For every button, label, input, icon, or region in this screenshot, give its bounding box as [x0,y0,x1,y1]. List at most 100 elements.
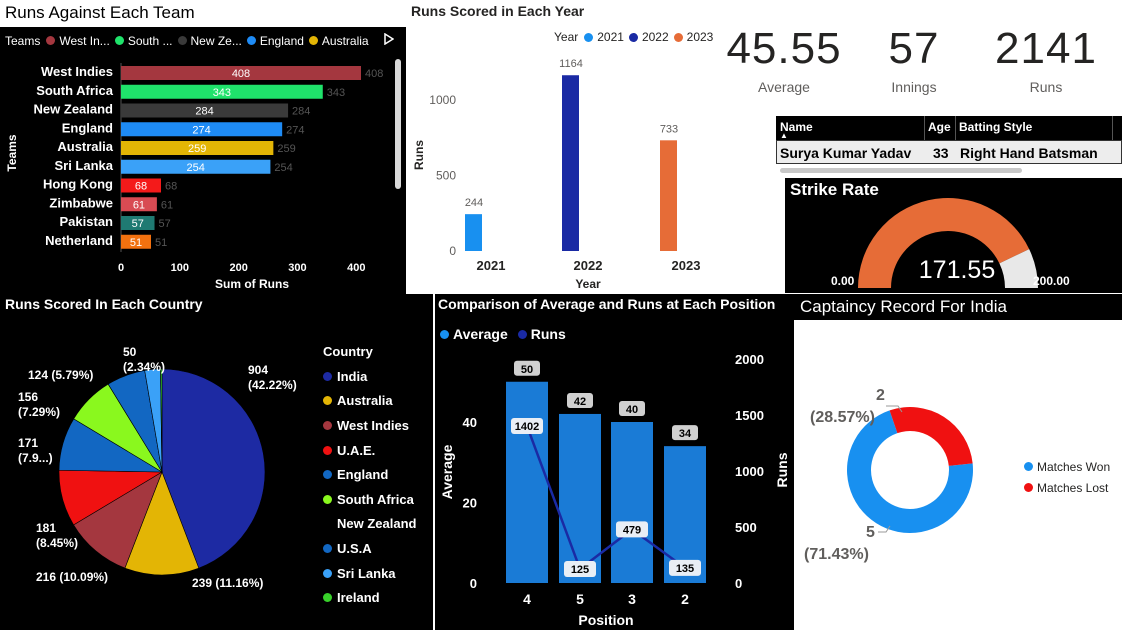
table-row[interactable]: Surya Kumar Yadav 33 Right Hand Batsman [776,140,1122,164]
cell-age: 33 [933,145,949,161]
runs-line[interactable] [525,425,686,572]
legend-dot [584,32,594,42]
pie-slice-india[interactable] [161,368,266,569]
team-legend-item[interactable]: South ... [114,34,173,48]
x-tick-2023: 2023 [672,258,701,273]
team-label-pakistan: Pakistan [60,214,114,229]
country-legend-item-sri-lanka[interactable]: Sri Lanka [323,561,416,586]
average-bar-pos-4[interactable] [506,381,548,583]
captaincy-legend-item-matches-won[interactable]: Matches Won [1024,456,1110,477]
country-legend-item-u-s-a[interactable]: U.S.A [323,536,416,561]
y-tick-500: 500 [436,169,456,183]
pie-slice-australia[interactable] [124,471,200,576]
team-legend-item[interactable]: New Ze... [177,33,242,48]
table-scrollbar[interactable] [780,168,1022,173]
team-legend-title: Teams [5,33,41,48]
country-legend-label: England [337,467,389,483]
kpi-innings-value: 57 [888,24,940,73]
y2-tick-500: 500 [735,520,757,535]
country-legend-item-england[interactable]: England [323,462,416,487]
year-legend: Year 2021 2022 2023 [554,30,716,44]
country-legend-item-new-zealand[interactable]: New Zealand [323,512,416,537]
bar-end-label-pakistan: 57 [159,218,171,230]
bar-netherland[interactable] [121,234,151,249]
bar-new-zealand[interactable] [121,103,289,118]
bar-south-africa[interactable] [121,84,323,99]
country-legend-item-south-africa[interactable]: South Africa [323,487,416,512]
table-header-name[interactable]: Name [780,120,813,134]
legend-dot [323,494,332,504]
runs-country-panel: Runs Scored In Each Country 904 (42.22%) 2… [0,294,433,630]
bar-label-2021: 244 [465,197,483,209]
bar-2023[interactable] [660,140,677,251]
average-bar-pos-5[interactable] [559,413,601,583]
bar-england[interactable] [121,122,283,137]
runs-year-panel: Runs Scored in Each Year Year 2021 2022 20… [406,0,716,294]
bar-zimbabwe[interactable] [121,197,157,212]
year-legend-item[interactable]: 2022 [628,30,669,44]
gauge-fill-arc [858,198,1030,288]
pie-label-south-africa: 156 (7.29%) [18,390,60,419]
team-legend-label: Australia [321,33,369,48]
strike-rate-max: 200.00 [1033,274,1070,288]
bar-2022[interactable] [562,75,579,252]
year-legend-item[interactable]: 2021 [584,30,624,44]
bar-label-england: 274 [192,124,210,136]
country-legend-label: U.S.A [337,540,372,556]
y-tick-0: 0 [470,576,477,591]
country-legend-item-australia[interactable]: Australia [323,389,416,414]
bar-end-label-new-zealand: 284 [292,106,310,118]
x-tick-300: 300 [288,262,306,274]
team-legend-label: New Ze... [190,33,242,48]
strike-rate-value: 171.55 [918,256,996,284]
year-legend-title: Year [554,30,579,44]
country-legend-item-west-indies[interactable]: West Indies [323,413,416,438]
pie-slice-west-indies[interactable] [73,471,163,569]
bar-label-sri-lanka: 254 [187,162,205,174]
legend-dot [323,396,332,406]
average-label-pos-4: 50 [521,364,533,376]
team-label-south-africa: South Africa [36,83,114,98]
table-header-age[interactable]: Age [928,120,951,134]
player-table: Name ▲ Age Batting Style Surya Kumar Yad… [776,116,1122,174]
x-tick-3: 3 [628,591,636,607]
runs-label-pos-3: 479 [623,524,641,536]
average-bar-pos-3[interactable] [611,422,653,583]
legend-scroll-icon[interactable] [383,32,395,48]
runs-country-title: Runs Scored In Each Country [5,296,203,312]
pie-slice-ireland[interactable] [160,368,163,473]
average-label-bg [672,425,698,441]
team-legend-item[interactable]: West In... [46,34,110,48]
bar-2021[interactable] [465,214,482,251]
legend-dot [323,543,332,553]
average-label-bg [567,392,593,408]
scrollbar-thumb[interactable] [395,59,401,189]
bar-pakistan[interactable] [121,216,155,230]
donut-slice-matches-lost[interactable] [889,407,973,466]
bar-end-label-hong-kong: 68 [165,181,177,193]
position-panel: Comparison of Average and Runs at Each P… [435,294,794,630]
captaincy-legend-item-matches-lost[interactable]: Matches Lost [1024,477,1110,498]
legend-dot [323,470,332,480]
y-axis-title: Teams [5,134,19,171]
team-legend-item[interactable]: England [246,34,304,48]
y2-tick-2000: 2000 [735,352,764,367]
captaincy-panel: Captaincy Record For India 2 (28.57%) 5 (71… [794,294,1122,630]
team-label-new-zealand: New Zealand [34,102,114,117]
sort-arrow-icon[interactable]: ▲ [780,131,788,140]
team-legend-item[interactable]: Australia [308,33,369,48]
bar-australia[interactable] [121,141,274,155]
country-legend-item-ireland[interactable]: Ireland [323,585,416,610]
bar-west-indies[interactable] [121,66,361,80]
legend-dot [323,519,332,529]
donut-slice-matches-won[interactable] [847,410,973,533]
bar-sri-lanka[interactable] [121,159,271,174]
country-legend-item-u-a-e[interactable]: U.A.E. [323,438,416,463]
year-legend-item[interactable]: 2023 [673,30,713,44]
x-tick-200: 200 [229,262,247,274]
average-label-pos-2: 34 [679,428,692,440]
table-header-batting-style[interactable]: Batting Style [959,120,1033,134]
country-legend-item-india[interactable]: India [323,364,416,389]
bar-hong-kong[interactable] [121,178,161,193]
legend-dot [308,36,318,45]
